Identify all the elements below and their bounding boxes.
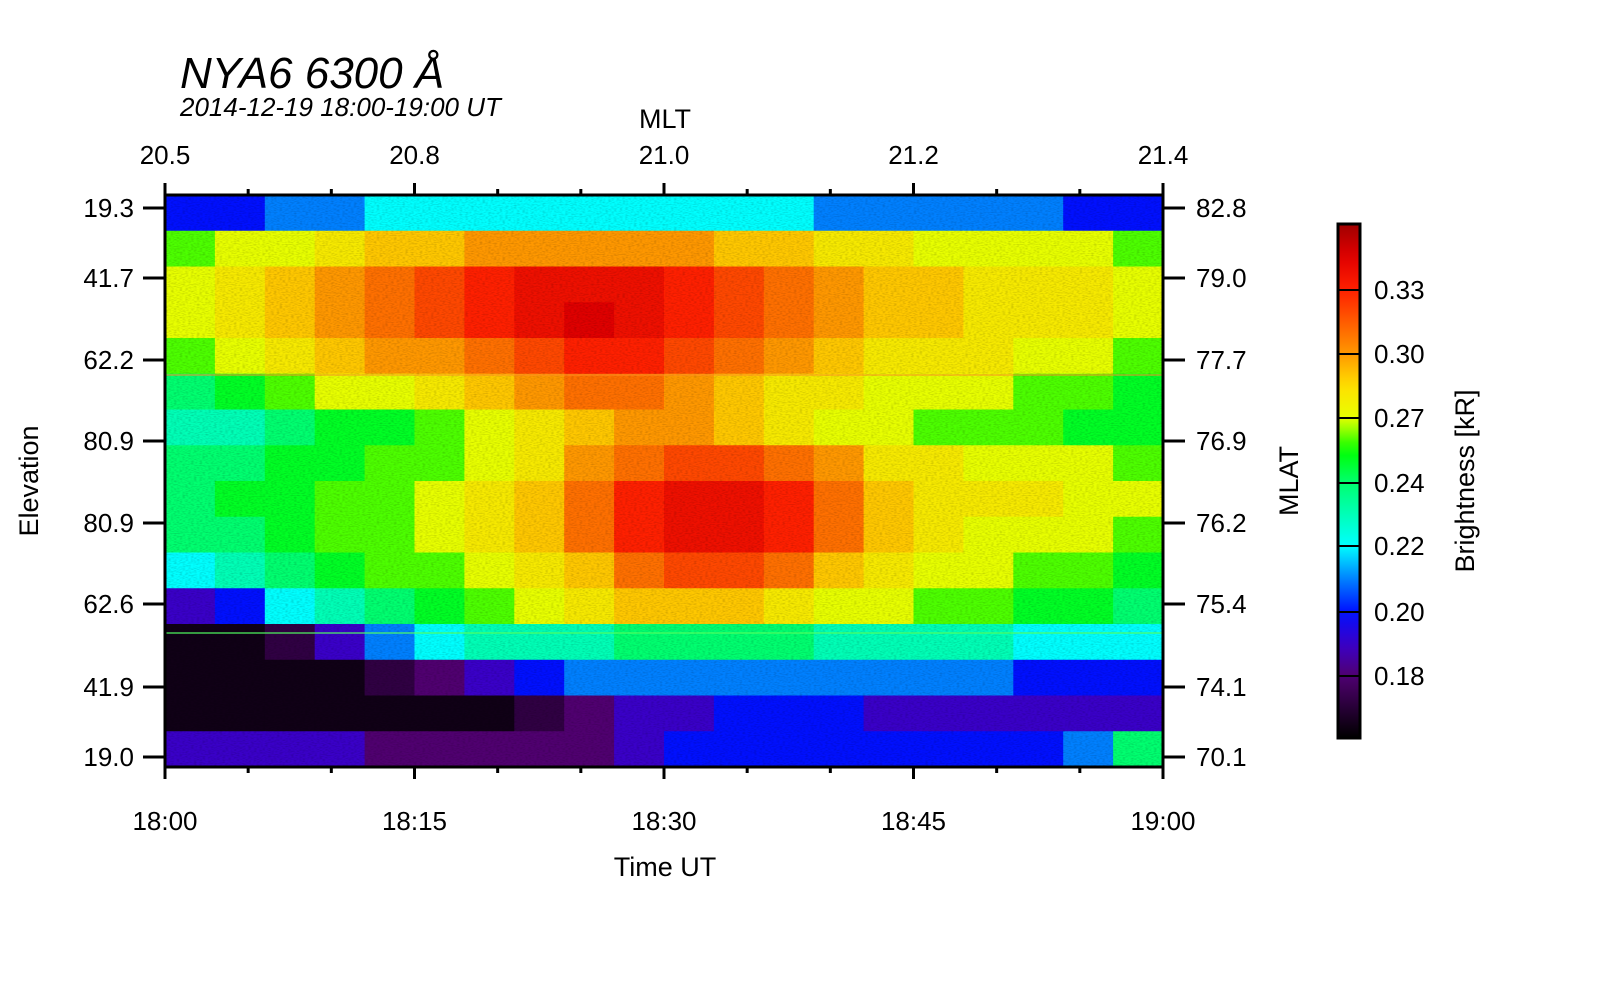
- colorbar-tick-label: 0.30: [1374, 339, 1425, 369]
- tick-labels: 18:00 20.5 18:15 20.8 18:30 21.0 18:45 21.2 19:0…: [83, 140, 1246, 836]
- y2-tick-label: 82.8: [1196, 193, 1247, 223]
- y-tick-label: 19.0: [83, 742, 134, 772]
- y2-tick-label: 76.2: [1196, 508, 1247, 538]
- x-tick-label: 18:45: [881, 806, 946, 836]
- y2-tick-label: 75.4: [1196, 589, 1247, 619]
- axes: [143, 183, 1185, 779]
- x2-axis-label: MLT: [639, 104, 691, 134]
- chart-subtitle: 2014-12-19 18:00-19:00 UT: [179, 92, 503, 122]
- y-tick-label: 80.9: [83, 508, 134, 538]
- x2-tick-label: 21.4: [1138, 140, 1189, 170]
- y2-tick-label: 74.1: [1196, 672, 1247, 702]
- colorbar-tick-label: 0.22: [1374, 531, 1425, 561]
- colorbar-tick-label: 0.33: [1374, 275, 1425, 305]
- y-tick-label: 19.3: [83, 193, 134, 223]
- x-tick-label: 18:00: [132, 806, 197, 836]
- x-tick-label: 19:00: [1130, 806, 1195, 836]
- y2-tick-label: 76.9: [1196, 426, 1247, 456]
- x2-tick-label: 21.2: [888, 140, 939, 170]
- y-tick-label: 62.6: [83, 589, 134, 619]
- y2-axis-label: MLAT: [1274, 446, 1304, 516]
- colorbar-tick-label: 0.24: [1374, 468, 1425, 498]
- x-tick-label: 18:15: [382, 806, 447, 836]
- y-axis-label: Elevation: [14, 425, 44, 536]
- heatmap-texture: [165, 195, 1163, 767]
- y2-tick-label: 70.1: [1196, 742, 1247, 772]
- y-tick-label: 41.7: [83, 263, 134, 293]
- colorbar-label: Brightness [kR]: [1450, 389, 1480, 572]
- y-tick-label: 41.9: [83, 672, 134, 702]
- x-tick-label: 18:30: [631, 806, 696, 836]
- x-axis-label: Time UT: [614, 852, 717, 882]
- colorbar: 0.33 0.30 0.27 0.24 0.22 0.20 0.18: [1336, 222, 1425, 740]
- colorbar-tick-label: 0.27: [1374, 403, 1425, 433]
- y-tick-label: 80.9: [83, 426, 134, 456]
- x2-tick-label: 20.5: [140, 140, 191, 170]
- y2-tick-label: 79.0: [1196, 263, 1247, 293]
- colorbar-tick-label: 0.18: [1374, 661, 1425, 691]
- x2-tick-label: 20.8: [389, 140, 440, 170]
- y2-tick-label: 77.7: [1196, 345, 1247, 375]
- colorbar-tick-label: 0.20: [1374, 597, 1425, 627]
- x2-tick-label: 21.0: [639, 140, 690, 170]
- chart-title: NYA6 6300 Å: [180, 49, 444, 98]
- y-tick-label: 62.2: [83, 345, 134, 375]
- colorbar-gradient: [1336, 222, 1362, 740]
